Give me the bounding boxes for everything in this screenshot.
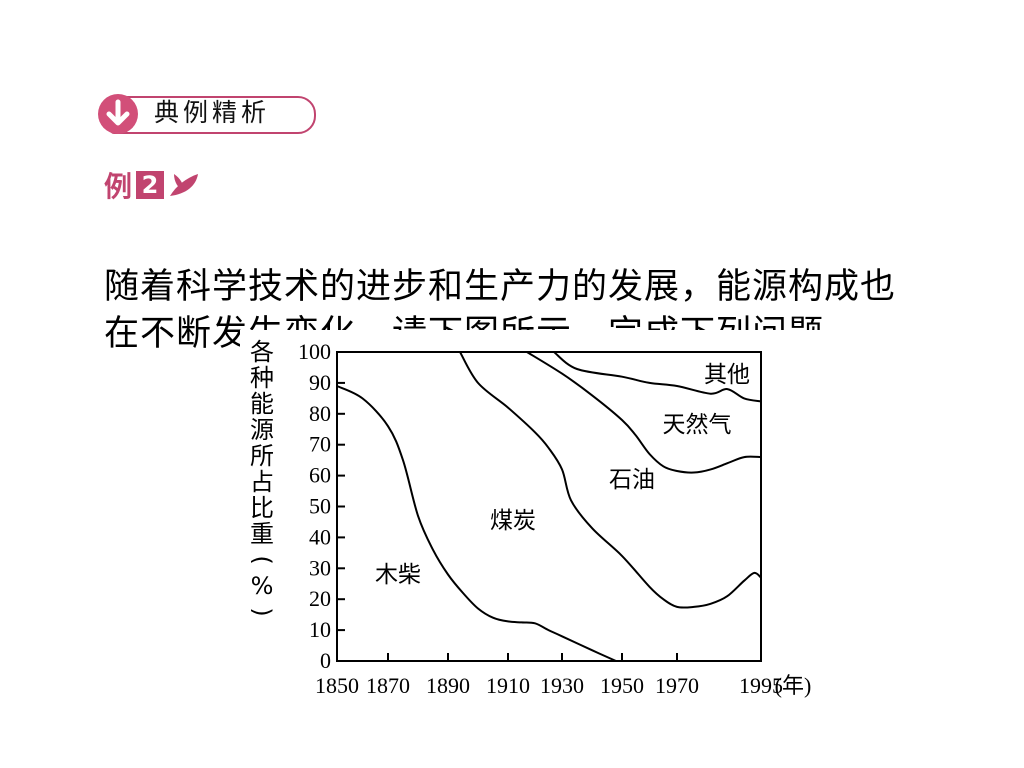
down-arrow-icon [98, 94, 138, 134]
x-ticks: 1850 1870 1890 1910 1930 1950 1970 1995(年) [315, 653, 811, 698]
region-label: 石油 [609, 467, 655, 493]
plot-frame [336, 351, 762, 662]
boundary-line [553, 351, 762, 403]
x-tick-label: 1930 [540, 673, 584, 698]
boundary-line [526, 351, 762, 474]
example-heading: 例 2 [104, 168, 202, 203]
badge-frame [110, 96, 316, 134]
y-tick-label: 50 [309, 494, 331, 519]
y-axis-label-char: 所 [250, 442, 274, 470]
boundary-line [336, 385, 617, 662]
region-label: 煤炭 [490, 508, 536, 534]
y-tick-label: 100 [298, 339, 331, 364]
example-label: 例 [104, 170, 133, 203]
x-tick-label: 1950 [600, 673, 644, 698]
x-tick-label: 1870 [366, 673, 410, 698]
y-tick-label: 20 [309, 586, 331, 611]
x-tick-label: 1995 [739, 673, 783, 698]
y-tick-label: 80 [309, 401, 331, 426]
y-axis-label-char: 源 [250, 416, 274, 444]
y-tick-label: 40 [309, 524, 331, 549]
y-axis-label-char: 比 [250, 494, 274, 522]
section-badge: 典例精析 [98, 94, 316, 136]
y-axis-label-char: ) [248, 607, 276, 616]
y-axis-label-char: 占 [250, 468, 274, 496]
y-axis-label-char: 种 [250, 364, 274, 392]
region-label: 其他 [704, 362, 750, 388]
x-tick-label: 1850 [315, 673, 359, 698]
x-axis-unit: (年) [775, 673, 812, 698]
x-tick-label: 1890 [426, 673, 470, 698]
y-tick-label: 90 [309, 370, 331, 395]
x-tick-label: 1970 [655, 673, 699, 698]
y-tick-label: 70 [309, 432, 331, 457]
region-label: 木柴 [375, 562, 421, 588]
x-tick-label: 1910 [486, 673, 530, 698]
y-tick-label: 30 [309, 555, 331, 580]
down-arrow-glyph [106, 99, 130, 126]
y-tick-label: 0 [320, 648, 331, 673]
example-number: 2 [136, 171, 165, 199]
y-axis-label-char: 各 [250, 338, 274, 366]
region-labels: 木柴 煤炭 石油 天然气 其他 [375, 362, 750, 588]
y-axis-label-char: 能 [250, 390, 274, 418]
chart-background [240, 330, 840, 700]
region-label: 天然气 [663, 412, 732, 438]
y-tick-label: 10 [309, 617, 331, 642]
badge-label: 典例精析 [154, 98, 271, 127]
boundary-curves [336, 351, 762, 662]
y-tick-label: 60 [309, 463, 331, 488]
y-axis-label-char: 重 [250, 520, 274, 548]
y-axis-label-char: ( [248, 555, 276, 564]
boundary-line [459, 351, 762, 609]
y-axis-label-char: % [251, 572, 274, 600]
leaf-icon [170, 174, 199, 196]
